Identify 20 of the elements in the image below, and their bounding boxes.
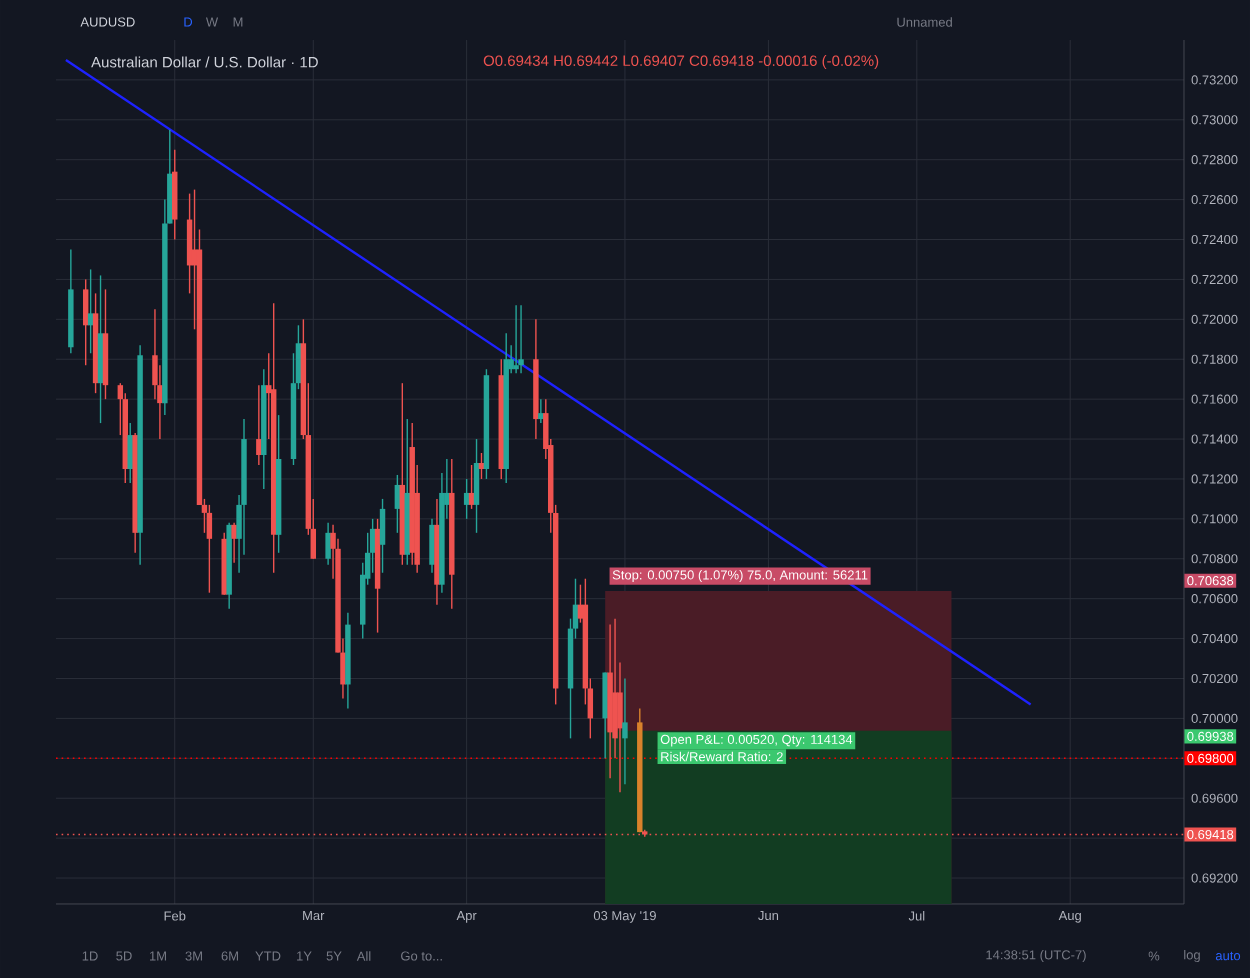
candlestick — [468, 464, 475, 510]
candlestick — [82, 278, 89, 366]
candlestick — [87, 268, 94, 354]
candlestick — [231, 522, 237, 564]
candlestick — [172, 149, 178, 241]
candlestick — [394, 474, 401, 534]
candlestick — [127, 422, 133, 484]
candlestick — [206, 504, 213, 594]
candlestick — [478, 452, 485, 480]
candlestick — [256, 384, 262, 466]
candlestick — [513, 304, 519, 374]
candlestick — [622, 677, 628, 785]
candlestick — [379, 498, 386, 574]
candlestick — [429, 518, 435, 574]
candlestick — [325, 522, 331, 566]
candlestick — [602, 671, 608, 760]
candlestick — [538, 398, 544, 424]
candlestick — [463, 478, 470, 520]
candlestick — [473, 438, 480, 534]
candlestick — [518, 304, 524, 374]
